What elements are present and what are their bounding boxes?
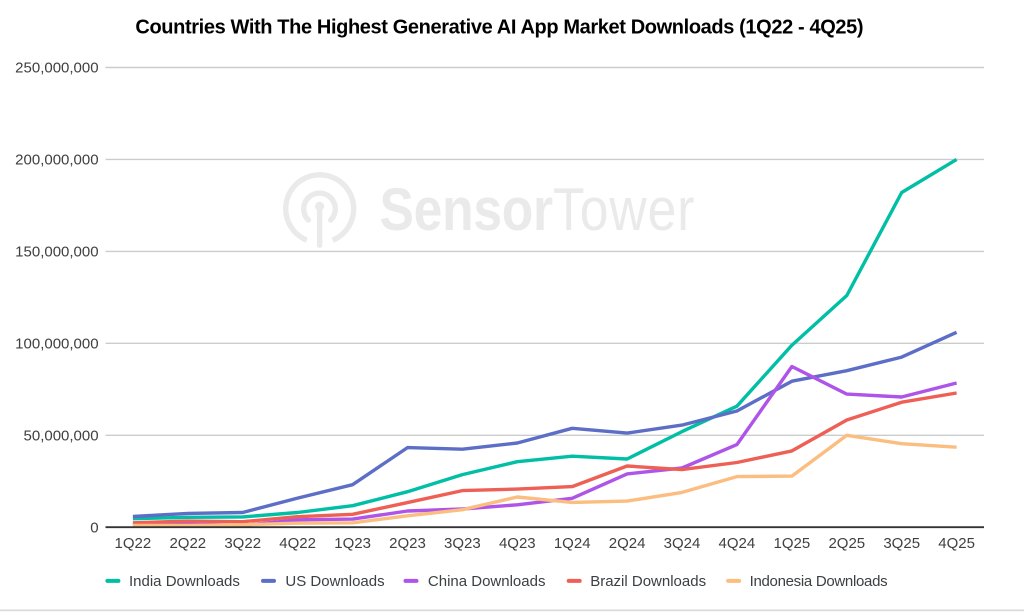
svg-text:India Downloads: India Downloads — [129, 573, 240, 590]
svg-text:3Q22: 3Q22 — [224, 535, 261, 552]
svg-text:4Q25: 4Q25 — [938, 535, 975, 552]
svg-text:China Downloads: China Downloads — [428, 573, 546, 590]
svg-text:Sensor: Sensor — [380, 175, 553, 243]
svg-text:2Q24: 2Q24 — [609, 535, 646, 552]
svg-text:1Q22: 1Q22 — [115, 535, 152, 552]
svg-text:50,000,000: 50,000,000 — [24, 428, 99, 445]
svg-text:4Q24: 4Q24 — [719, 535, 756, 552]
svg-text:1Q24: 1Q24 — [554, 535, 591, 552]
svg-text:4Q23: 4Q23 — [499, 535, 536, 552]
svg-text:3Q23: 3Q23 — [444, 535, 481, 552]
svg-text:250,000,000: 250,000,000 — [15, 60, 98, 77]
svg-text:Brazil Downloads: Brazil Downloads — [590, 573, 706, 590]
svg-text:150,000,000: 150,000,000 — [15, 244, 98, 261]
svg-text:2Q25: 2Q25 — [828, 535, 865, 552]
svg-text:Tower: Tower — [553, 175, 695, 243]
svg-text:1Q25: 1Q25 — [774, 535, 811, 552]
svg-text:3Q25: 3Q25 — [883, 535, 920, 552]
svg-text:2Q23: 2Q23 — [389, 535, 426, 552]
svg-text:4Q22: 4Q22 — [279, 535, 316, 552]
svg-text:0: 0 — [90, 519, 98, 536]
svg-text:3Q24: 3Q24 — [664, 535, 701, 552]
svg-text:100,000,000: 100,000,000 — [15, 336, 98, 353]
svg-text:Indonesia Downloads: Indonesia Downloads — [750, 573, 888, 590]
svg-text:Countries With The Highest Gen: Countries With The Highest Generative AI… — [135, 17, 863, 39]
svg-text:1Q23: 1Q23 — [334, 535, 371, 552]
svg-text:2Q22: 2Q22 — [169, 535, 206, 552]
svg-text:200,000,000: 200,000,000 — [15, 152, 98, 169]
svg-text:US Downloads: US Downloads — [285, 573, 384, 590]
